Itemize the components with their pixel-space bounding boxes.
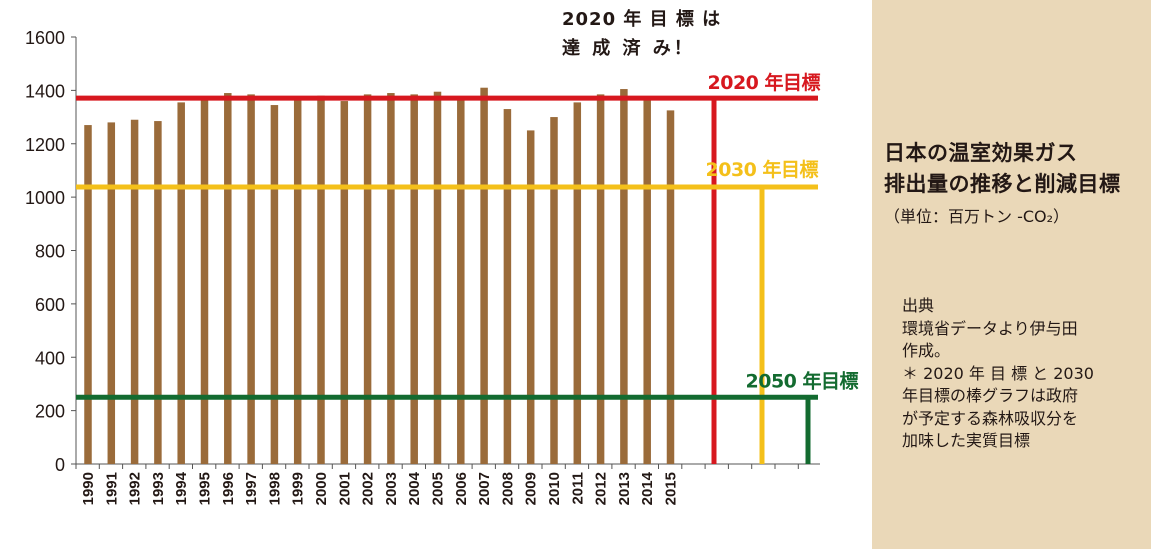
- x-tick-label: 1998: [266, 472, 283, 505]
- bar: [457, 99, 465, 464]
- x-tick-label: 2015: [663, 472, 680, 505]
- y-tick-label: 1400: [25, 81, 65, 101]
- bar: [224, 93, 232, 464]
- annotation-line-2: 達 成 済 み！: [562, 37, 695, 59]
- x-tick-label: 1993: [150, 472, 167, 505]
- x-tick-label: 2003: [383, 472, 400, 505]
- annotation-line-1: 2020 年 目 標 は: [562, 8, 721, 30]
- bar: [666, 110, 675, 464]
- y-tick-label: 200: [35, 402, 65, 422]
- x-tick-label: 2004: [406, 471, 423, 505]
- bar: [503, 109, 512, 465]
- x-tick-label: 2002: [360, 472, 377, 505]
- x-tick-label: 2001: [336, 472, 353, 505]
- bar: [317, 95, 325, 465]
- y-tick-label: 800: [35, 242, 65, 262]
- target-label: 2020 年目標: [708, 71, 821, 94]
- target-label: 2050 年目標: [746, 369, 859, 392]
- x-tick-label: 2008: [499, 472, 516, 505]
- bar: [596, 94, 605, 465]
- bar: [643, 99, 651, 464]
- bar: [550, 117, 558, 464]
- panel-title-line-2: 排出量の推移と削減目標: [884, 172, 1121, 196]
- x-tick-label: 1990: [80, 472, 97, 505]
- x-tick-label: 2014: [639, 471, 656, 505]
- x-tick-label: 1999: [290, 472, 307, 505]
- x-tick-label: 1992: [127, 472, 144, 505]
- panel-title-line-1: 日本の温室効果ガス: [884, 141, 1078, 165]
- bar: [340, 101, 349, 465]
- x-axis-labels: 1990 1991 1992 1993 1994 1995 1996 1997 1998 1999…: [80, 471, 680, 505]
- x-tick-label: 2000: [313, 472, 330, 505]
- emissions-chart: 2020 年目標 2030 年目標 2050 年目標 0 200 400 600 800 10…: [25, 8, 859, 505]
- bar: [363, 94, 372, 465]
- x-tick-label: 2013: [616, 472, 633, 505]
- y-tick-label: 1200: [25, 135, 65, 155]
- bar: [573, 102, 582, 465]
- source-line: が予定する森林吸収分を: [902, 408, 1079, 428]
- y-tick-label: 1600: [25, 28, 65, 48]
- source-line: 年目標の棒グラフは政府: [902, 386, 1079, 405]
- x-tick-label: 2012: [593, 472, 610, 505]
- x-tick-label: 2005: [430, 472, 447, 505]
- bar: [480, 87, 488, 465]
- bar: [620, 89, 628, 465]
- panel-title: 日本の温室効果ガス 排出量の推移と削減目標: [884, 138, 1121, 200]
- y-tick-label: 1000: [25, 188, 65, 208]
- source-line: ＊ 2020 年 目 標 と 2030: [902, 363, 1094, 383]
- x-tick-label: 1996: [220, 472, 237, 505]
- bar: [154, 121, 162, 465]
- bar: [177, 102, 185, 465]
- chart-axes: [71, 36, 820, 469]
- source-line: 加味した実質目標: [902, 431, 1031, 450]
- x-tick-label: 1991: [103, 472, 120, 505]
- bar: [270, 105, 279, 464]
- y-axis-labels: 0 200 400 600 800 1000 1200 1400 1600: [25, 28, 65, 475]
- side-panel: 日本の温室効果ガス 排出量の推移と削減目標 （単位：百万トン -CO₂） 出典 …: [872, 0, 1151, 549]
- x-tick-label: 1997: [243, 472, 260, 505]
- bar: [293, 99, 302, 464]
- bar: [410, 94, 418, 465]
- bar: [84, 125, 92, 464]
- panel-unit-note: （単位：百万トン -CO₂）: [884, 207, 1070, 226]
- x-tick-label: 2011: [569, 472, 586, 505]
- source-note: 出典 環境省データより伊与田 作成。 ＊ 2020 年 目 標 と 2030 年…: [902, 295, 1094, 453]
- x-tick-label: 2007: [476, 472, 493, 505]
- y-tick-label: 600: [35, 295, 65, 315]
- x-tick-label: 2009: [523, 472, 540, 505]
- y-tick-label: 0: [55, 455, 65, 475]
- source-line: 作成。: [902, 341, 951, 360]
- bar: [107, 122, 116, 465]
- bar: [387, 93, 395, 464]
- x-tick-label: 2006: [453, 472, 470, 505]
- bar: [130, 119, 139, 464]
- bar: [526, 130, 535, 464]
- y-tick-label: 400: [35, 348, 65, 368]
- x-tick-label: 2010: [546, 472, 563, 505]
- target-lines: 2020 年目標 2030 年目標 2050 年目標: [76, 71, 859, 464]
- bar: [247, 94, 255, 465]
- target-label: 2030 年目標: [706, 158, 819, 181]
- achievement-annotation: 2020 年 目 標 は達 成 済 み！: [562, 8, 721, 59]
- source-line: 出典: [902, 296, 935, 315]
- bar: [433, 91, 442, 464]
- x-tick-label: 1994: [173, 471, 190, 505]
- source-line: 環境省データより伊与田: [902, 318, 1078, 338]
- chart-bars: [84, 87, 675, 465]
- bar: [200, 99, 209, 464]
- x-tick-label: 1995: [197, 472, 214, 505]
